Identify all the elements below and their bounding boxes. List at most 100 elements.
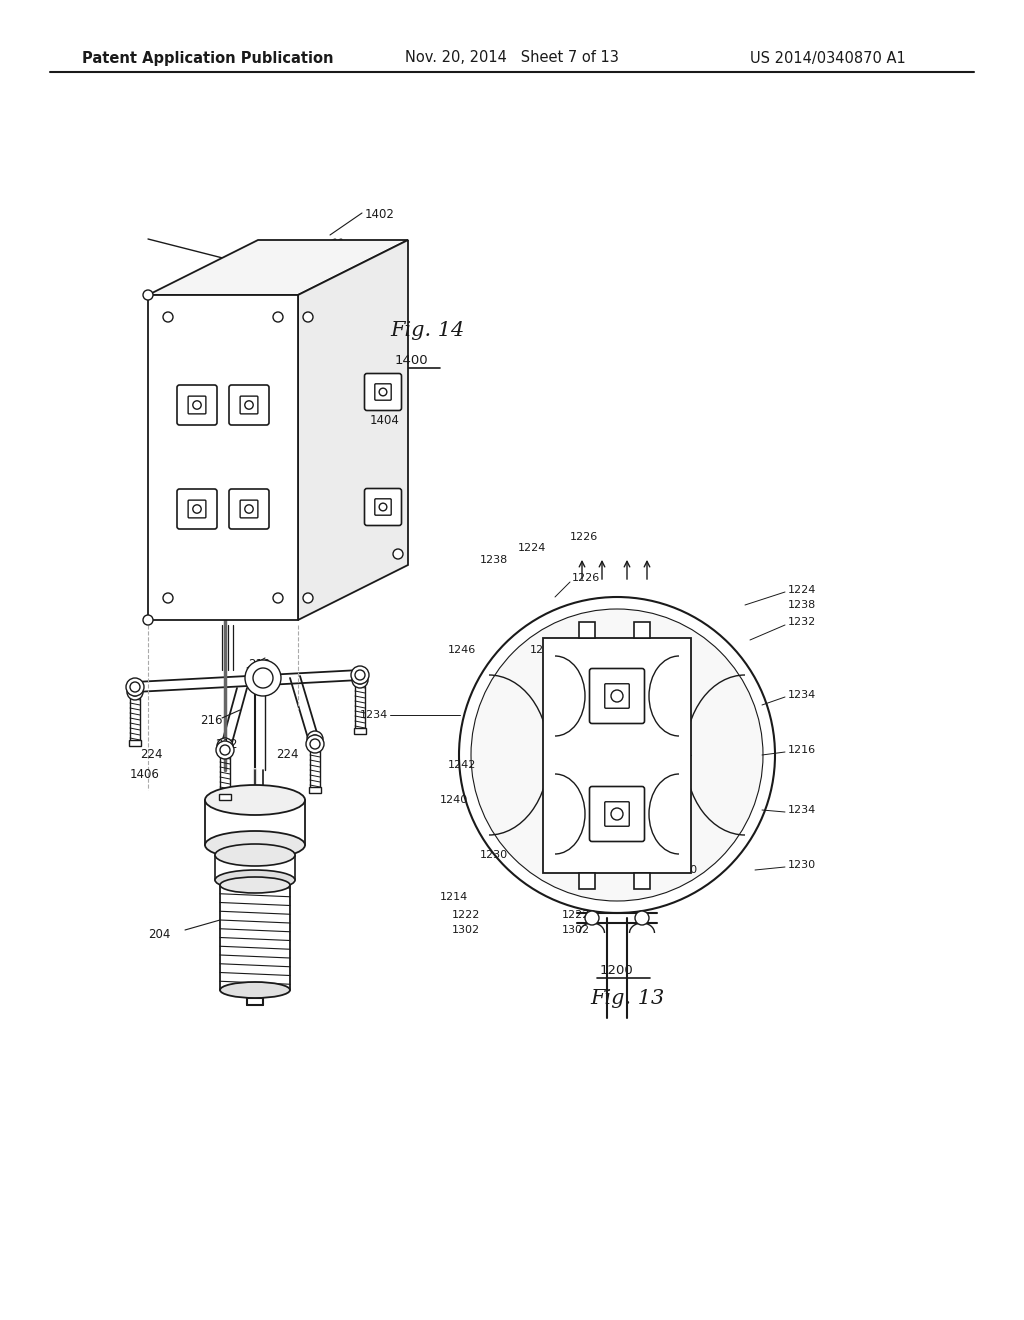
Text: 210: 210 bbox=[248, 659, 270, 672]
Text: Fig. 14: Fig. 14 bbox=[390, 321, 464, 339]
Circle shape bbox=[127, 684, 143, 700]
Circle shape bbox=[130, 682, 140, 692]
FancyBboxPatch shape bbox=[177, 488, 217, 529]
Circle shape bbox=[273, 593, 283, 603]
Text: 1226: 1226 bbox=[572, 573, 600, 583]
Text: 1242: 1242 bbox=[548, 685, 577, 696]
Ellipse shape bbox=[205, 785, 305, 814]
Text: 204: 204 bbox=[148, 928, 170, 941]
Circle shape bbox=[253, 668, 273, 688]
Text: 1200: 1200 bbox=[600, 964, 634, 977]
Circle shape bbox=[143, 290, 153, 300]
Circle shape bbox=[245, 401, 253, 409]
Text: 1214: 1214 bbox=[440, 892, 468, 902]
FancyBboxPatch shape bbox=[240, 396, 258, 414]
FancyBboxPatch shape bbox=[375, 384, 391, 400]
Text: 1216: 1216 bbox=[788, 744, 816, 755]
Circle shape bbox=[635, 911, 649, 925]
Circle shape bbox=[355, 671, 365, 680]
Circle shape bbox=[273, 312, 283, 322]
FancyBboxPatch shape bbox=[229, 385, 269, 425]
Text: 1226: 1226 bbox=[570, 532, 598, 543]
Circle shape bbox=[245, 504, 253, 513]
Circle shape bbox=[310, 739, 319, 748]
Bar bbox=[634, 873, 650, 888]
Circle shape bbox=[163, 593, 173, 603]
Bar bbox=[543, 638, 691, 873]
Circle shape bbox=[303, 312, 313, 322]
Text: 1234: 1234 bbox=[788, 690, 816, 700]
Circle shape bbox=[143, 615, 153, 624]
Text: 212: 212 bbox=[215, 738, 238, 751]
Text: 1230: 1230 bbox=[788, 861, 816, 870]
Polygon shape bbox=[298, 240, 408, 620]
Text: 1232: 1232 bbox=[788, 616, 816, 627]
FancyBboxPatch shape bbox=[240, 500, 258, 517]
Ellipse shape bbox=[220, 876, 290, 894]
Circle shape bbox=[220, 744, 230, 755]
Text: 1240: 1240 bbox=[550, 795, 579, 805]
FancyBboxPatch shape bbox=[365, 488, 401, 525]
Circle shape bbox=[307, 731, 323, 747]
Ellipse shape bbox=[205, 832, 305, 859]
Ellipse shape bbox=[215, 843, 295, 866]
Circle shape bbox=[193, 504, 201, 513]
Circle shape bbox=[611, 690, 623, 702]
Circle shape bbox=[126, 678, 144, 696]
Text: 1222: 1222 bbox=[562, 909, 591, 920]
FancyBboxPatch shape bbox=[590, 787, 644, 842]
FancyBboxPatch shape bbox=[605, 801, 630, 826]
Circle shape bbox=[216, 741, 234, 759]
Text: 1400: 1400 bbox=[395, 354, 429, 367]
Text: 1246: 1246 bbox=[449, 645, 476, 655]
Text: 1234: 1234 bbox=[788, 805, 816, 814]
Text: 1244: 1244 bbox=[530, 645, 558, 655]
Text: 1230: 1230 bbox=[480, 850, 508, 861]
Circle shape bbox=[352, 672, 368, 688]
Text: 1302: 1302 bbox=[452, 925, 480, 935]
Circle shape bbox=[585, 911, 599, 925]
FancyBboxPatch shape bbox=[229, 488, 269, 529]
Bar bbox=[579, 873, 595, 888]
Circle shape bbox=[459, 597, 775, 913]
FancyBboxPatch shape bbox=[177, 385, 217, 425]
Bar bbox=[219, 795, 231, 800]
Text: 1230: 1230 bbox=[670, 865, 698, 875]
Circle shape bbox=[245, 660, 281, 696]
Text: 1216: 1216 bbox=[548, 725, 577, 735]
Circle shape bbox=[311, 735, 319, 743]
Bar bbox=[309, 787, 321, 793]
Circle shape bbox=[193, 401, 201, 409]
FancyBboxPatch shape bbox=[375, 499, 391, 515]
Polygon shape bbox=[148, 294, 298, 620]
Ellipse shape bbox=[220, 982, 290, 998]
Text: Patent Application Publication: Patent Application Publication bbox=[82, 50, 334, 66]
Text: 224: 224 bbox=[276, 748, 299, 762]
Text: 1406: 1406 bbox=[130, 768, 160, 781]
Bar bbox=[634, 622, 650, 638]
Circle shape bbox=[217, 738, 233, 754]
Circle shape bbox=[356, 676, 364, 684]
Text: 1224: 1224 bbox=[518, 543, 547, 553]
Text: US 2014/0340870 A1: US 2014/0340870 A1 bbox=[750, 50, 906, 66]
Text: 1224: 1224 bbox=[788, 585, 816, 595]
Polygon shape bbox=[148, 240, 408, 294]
Circle shape bbox=[471, 609, 763, 902]
Text: 1242: 1242 bbox=[449, 760, 476, 770]
Circle shape bbox=[351, 667, 369, 684]
Text: 1404: 1404 bbox=[370, 413, 400, 426]
FancyBboxPatch shape bbox=[365, 374, 401, 411]
Circle shape bbox=[303, 593, 313, 603]
Text: 1402: 1402 bbox=[365, 209, 395, 222]
FancyBboxPatch shape bbox=[188, 396, 206, 414]
Text: 1238: 1238 bbox=[788, 601, 816, 610]
Circle shape bbox=[379, 503, 387, 511]
Text: 1238: 1238 bbox=[480, 554, 508, 565]
Circle shape bbox=[131, 688, 139, 696]
Circle shape bbox=[306, 735, 324, 752]
Text: 216: 216 bbox=[200, 714, 222, 726]
Bar bbox=[129, 741, 141, 746]
Ellipse shape bbox=[215, 870, 295, 890]
Text: Fig. 13: Fig. 13 bbox=[590, 989, 665, 1007]
Circle shape bbox=[379, 388, 387, 396]
